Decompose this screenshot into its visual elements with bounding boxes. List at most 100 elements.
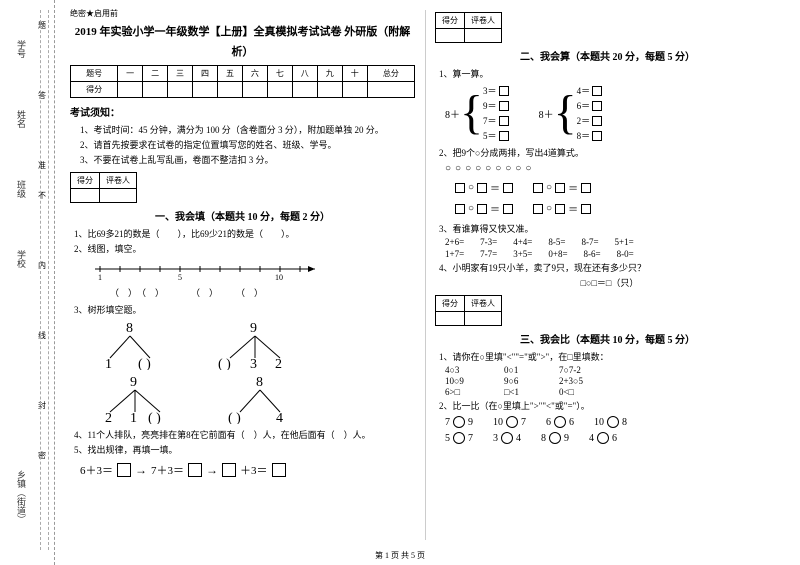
blank-box[interactable] — [499, 116, 509, 126]
tree-2: 9( )32 — [210, 320, 300, 370]
op-text: ○ — [468, 182, 474, 193]
n: 6 — [569, 417, 574, 428]
circle-blank[interactable] — [607, 416, 619, 428]
svg-text:9: 9 — [130, 375, 137, 390]
box-cell[interactable] — [436, 312, 465, 326]
cell[interactable] — [292, 82, 317, 98]
blank-box[interactable] — [533, 204, 543, 214]
th: 五 — [217, 66, 242, 82]
circle-blank[interactable] — [501, 432, 513, 444]
table-row: 题号 一 二 三 四 五 六 七 八 九 十 总分 — [71, 66, 415, 82]
cmp: 10○9 — [445, 376, 464, 386]
svg-text:3: 3 — [250, 357, 257, 370]
blank-box[interactable] — [455, 183, 465, 193]
cell[interactable] — [367, 82, 414, 98]
box-cell[interactable] — [71, 189, 100, 203]
box-label: 评卷人 — [465, 296, 502, 312]
circle-blank[interactable] — [506, 416, 518, 428]
cell[interactable] — [267, 82, 292, 98]
box-cell[interactable] — [100, 189, 137, 203]
circles-row: ○○○○○○○○○ — [445, 163, 780, 174]
blank-box[interactable] — [592, 116, 602, 126]
blank-box[interactable] — [117, 463, 131, 477]
th: 四 — [193, 66, 218, 82]
calc-right: 8＋ { 4＝ 6＝ 2＝ 8＝ — [539, 84, 603, 142]
box-label: 得分 — [436, 13, 465, 29]
cmp: 0○1 — [504, 365, 519, 375]
val: 3＝ — [483, 84, 497, 97]
eq-part: 7＋3＝ — [151, 462, 184, 478]
blank-box[interactable] — [503, 183, 513, 193]
section-title: 一、我会填（本题共 10 分，每题 2 分） — [70, 208, 415, 223]
op-text: ＝ — [490, 201, 500, 216]
cell[interactable] — [342, 82, 367, 98]
cell[interactable] — [217, 82, 242, 98]
cell[interactable] — [118, 82, 143, 98]
val: 6＝ — [577, 99, 591, 112]
blank-box[interactable] — [222, 463, 236, 477]
left-column: 绝密★启用前 2019 年实验小学一年级数学【上册】全真模拟考试试卷 外研版（附… — [60, 0, 425, 490]
n: 10 — [493, 417, 503, 428]
brace-icon: { — [460, 91, 483, 134]
th: 题号 — [71, 66, 118, 82]
blank-box[interactable] — [592, 131, 602, 141]
blank-box[interactable] — [533, 183, 543, 193]
n: 9 — [468, 417, 473, 428]
blank-box[interactable] — [555, 183, 565, 193]
table-row: 得分 — [71, 82, 415, 98]
prefix: 8＋ — [539, 106, 554, 121]
calc-groups: 8＋ { 3＝ 9＝ 7＝ 5＝ 8＋ { 4＝ 6＝ 2＝ 8＝ — [445, 84, 780, 142]
blank-box[interactable] — [499, 86, 509, 96]
cell[interactable] — [143, 82, 168, 98]
n: 6 — [546, 417, 551, 428]
circle-blank[interactable] — [453, 416, 465, 428]
blank-box[interactable] — [499, 101, 509, 111]
calc-left: 8＋ { 3＝ 9＝ 7＝ 5＝ — [445, 84, 509, 142]
cmp: □<1 — [504, 387, 519, 397]
cell[interactable] — [317, 82, 342, 98]
n: 4 — [589, 433, 594, 444]
cell[interactable] — [242, 82, 267, 98]
score-table: 题号 一 二 三 四 五 六 七 八 九 十 总分 得分 — [70, 65, 415, 98]
op-text: ○ — [546, 203, 552, 214]
cell[interactable] — [193, 82, 218, 98]
th: 一 — [118, 66, 143, 82]
circle-blank[interactable] — [554, 416, 566, 428]
question: 4、小明家有19只小羊，卖了9只，现在还有多少只？ — [439, 261, 780, 274]
op-row: ○＝ ○＝ — [455, 180, 780, 195]
n: 9 — [564, 433, 569, 444]
blank-box[interactable] — [503, 204, 513, 214]
svg-text:5: 5 — [178, 273, 182, 281]
n: 8 — [541, 433, 546, 444]
cell[interactable] — [168, 82, 193, 98]
blank-box[interactable] — [499, 131, 509, 141]
blank-box[interactable] — [477, 183, 487, 193]
svg-text:8: 8 — [126, 321, 133, 336]
exam-title: 2019 年实验小学一年级数学【上册】全真模拟考试试卷 外研版（附解 — [70, 23, 415, 39]
blank-box[interactable] — [581, 183, 591, 193]
val: 4＝ — [577, 84, 591, 97]
blank-box[interactable] — [272, 463, 286, 477]
blank-box[interactable] — [592, 86, 602, 96]
circle-blank[interactable] — [549, 432, 561, 444]
blank-box[interactable] — [455, 204, 465, 214]
right-column: 得分评卷人 二、我会算（本题共 20 分，每题 5 分） 1、算一算。 8＋ {… — [425, 0, 790, 490]
eq: 2+6= — [445, 237, 464, 247]
box-cell[interactable] — [465, 312, 502, 326]
blank-box[interactable] — [477, 204, 487, 214]
blank-box[interactable] — [592, 101, 602, 111]
row-label: 得分 — [71, 82, 118, 98]
blank-box[interactable] — [581, 204, 591, 214]
circle-blank[interactable] — [597, 432, 609, 444]
box-cell[interactable] — [436, 29, 465, 43]
svg-text:9: 9 — [250, 321, 257, 336]
circle-blank[interactable] — [453, 432, 465, 444]
question: 3、看谁算得又快又准。 — [439, 222, 780, 235]
blank-box[interactable] — [188, 463, 202, 477]
th: 三 — [168, 66, 193, 82]
brace-icon: { — [554, 91, 577, 134]
box-cell[interactable] — [465, 29, 502, 43]
blank-box[interactable] — [555, 204, 565, 214]
th: 九 — [317, 66, 342, 82]
th: 十 — [342, 66, 367, 82]
